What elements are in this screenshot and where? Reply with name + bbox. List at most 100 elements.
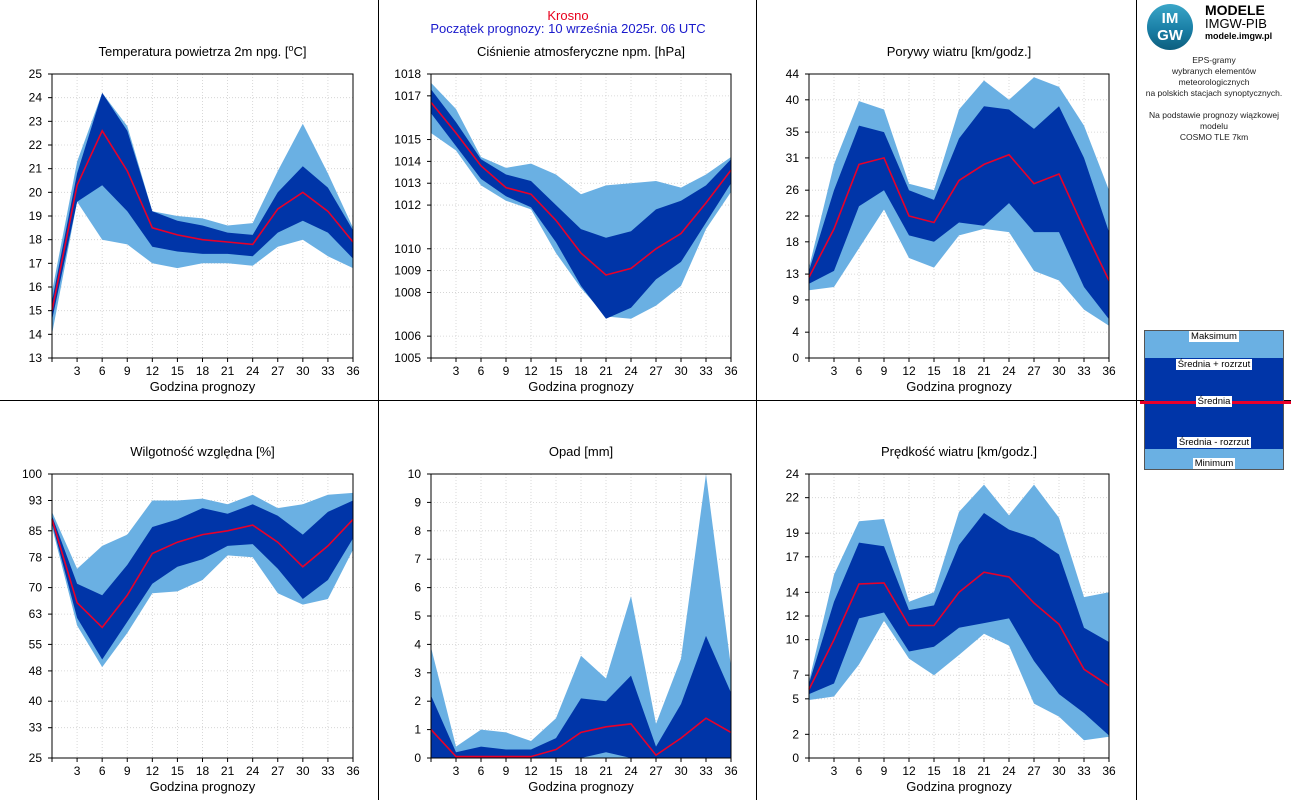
x-tick-label: 18 — [952, 764, 966, 778]
chart-0: 3 6 9 12 15 18 21 24 27 30 33 361314151617181920212… — [29, 43, 360, 394]
y-tick-label: 1006 — [394, 329, 421, 343]
x-tick-label: 18 — [952, 364, 966, 378]
y-tick-label: 9 — [792, 293, 799, 307]
y-tick-label: 1009 — [394, 264, 421, 278]
note-line3: na polskich stacjach synoptycznych. — [1145, 88, 1283, 98]
model-note: EPS-gramy wybranych elementów meteorolog… — [1137, 55, 1291, 143]
mean-line — [430, 101, 732, 276]
x-tick-label: 30 — [674, 364, 688, 378]
y-tick-label: 13 — [786, 267, 800, 281]
band-spread — [431, 635, 731, 758]
y-tick-label: 5 — [414, 609, 421, 623]
badge-top: IM — [1161, 10, 1179, 27]
x-tick-label: 21 — [221, 364, 235, 378]
y-tick-label: 4 — [792, 325, 799, 339]
x-axis-label: Godzina prognozy — [150, 379, 256, 394]
y-tick-label: 18 — [786, 235, 800, 249]
logo-line2: IMGW-PIB — [1205, 16, 1267, 31]
y-tick-label: 15 — [29, 304, 43, 318]
chart-title: Ciśnienie atmosferyczne npm. [hPa] — [477, 44, 685, 59]
x-tick-label: 24 — [246, 764, 260, 778]
x-axis-label: Godzina prognozy — [150, 779, 256, 794]
y-tick-label: 12 — [786, 609, 800, 623]
y-tick-label: 2 — [414, 694, 421, 708]
y-tick-label: 2 — [792, 727, 799, 741]
x-tick-label: 27 — [1027, 764, 1041, 778]
y-tick-label: 20 — [29, 185, 43, 199]
x-tick-label: 15 — [927, 364, 941, 378]
y-tick-label: 48 — [29, 664, 43, 678]
y-tick-label: 24 — [29, 91, 43, 105]
y-tick-label: 40 — [786, 93, 800, 107]
y-tick-label: 10 — [408, 467, 422, 481]
x-tick-label: 18 — [574, 364, 588, 378]
forecast-start: Początek prognozy: 10 września 2025r. 06… — [430, 21, 706, 36]
x-tick-label: 12 — [902, 764, 916, 778]
x-tick-label: 36 — [1102, 764, 1116, 778]
y-tick-label: 14 — [786, 585, 800, 599]
y-tick-label: 1 — [414, 723, 421, 737]
y-tick-label: 100 — [22, 467, 42, 481]
x-tick-label: 21 — [599, 364, 613, 378]
y-tick-label: 8 — [414, 524, 421, 538]
logo-line3: modele.imgw.pl — [1205, 31, 1273, 41]
x-tick-label: 15 — [171, 364, 185, 378]
x-tick-label: 12 — [146, 764, 160, 778]
y-tick-label: 1005 — [394, 351, 421, 365]
mean-line — [808, 153, 1110, 281]
y-tick-label: 31 — [786, 151, 800, 165]
legend-minus: Średnia - rozrzut — [1176, 437, 1252, 448]
y-tick-label: 1010 — [394, 242, 421, 256]
y-tick-label: 40 — [29, 694, 43, 708]
title-superscript: o — [289, 43, 294, 53]
y-tick-label: 1015 — [394, 133, 421, 147]
badge-bottom: GW — [1157, 27, 1183, 44]
legend: Maksimum Średnia + rozrzut Średnia Średn… — [1140, 330, 1291, 470]
x-tick-label: 30 — [1052, 764, 1066, 778]
y-tick-label: 13 — [29, 351, 43, 365]
x-tick-label: 18 — [196, 364, 210, 378]
legend-mean: Średnia — [1195, 396, 1233, 407]
x-tick-label: 33 — [1077, 364, 1091, 378]
y-tick-label: 17 — [786, 550, 800, 564]
chart-title: Opad [mm] — [549, 444, 613, 459]
y-tick-label: 14 — [29, 327, 43, 341]
x-tick-label: 9 — [881, 764, 888, 778]
y-tick-label: 7 — [414, 552, 421, 566]
y-tick-label: 23 — [29, 114, 43, 128]
band-spread — [809, 513, 1109, 736]
x-tick-label: 36 — [724, 364, 738, 378]
y-tick-label: 55 — [29, 637, 43, 651]
x-tick-label: 18 — [574, 764, 588, 778]
y-tick-label: 18 — [29, 233, 43, 247]
y-tick-label: 63 — [29, 607, 43, 621]
y-tick-label: 35 — [786, 125, 800, 139]
x-tick-label: 27 — [271, 364, 285, 378]
divider-h — [0, 400, 1291, 401]
y-tick-label: 17 — [29, 256, 43, 270]
y-tick-label: 3 — [414, 666, 421, 680]
x-tick-label: 3 — [74, 364, 81, 378]
chart-5: 3 6 9 12 15 18 21 24 27 30 33 36025710121417192224P… — [786, 444, 1116, 794]
y-tick-label: 22 — [786, 209, 800, 223]
chart-title: Wilgotność względna [%] — [130, 444, 275, 459]
x-tick-label: 12 — [146, 364, 160, 378]
chart-3: 3 6 9 12 15 18 21 24 27 30 33 362533404855637078859… — [22, 444, 360, 794]
x-tick-label: 33 — [321, 764, 335, 778]
x-tick-label: 15 — [549, 764, 563, 778]
x-tick-label: 30 — [674, 764, 688, 778]
x-tick-label: 24 — [1002, 764, 1016, 778]
x-tick-label: 21 — [977, 764, 991, 778]
x-tick-label: 24 — [624, 764, 638, 778]
y-tick-label: 6 — [414, 581, 421, 595]
chart-title: Prędkość wiatru [km/godz.] — [881, 444, 1037, 459]
y-tick-label: 24 — [786, 467, 800, 481]
mean-line — [51, 518, 354, 629]
legend-min: Minimum — [1192, 458, 1236, 469]
x-tick-label: 15 — [549, 364, 563, 378]
x-tick-label: 15 — [927, 764, 941, 778]
mean-line — [808, 571, 1110, 690]
x-tick-label: 36 — [346, 364, 360, 378]
x-tick-label: 33 — [699, 364, 713, 378]
x-tick-label: 27 — [649, 764, 663, 778]
